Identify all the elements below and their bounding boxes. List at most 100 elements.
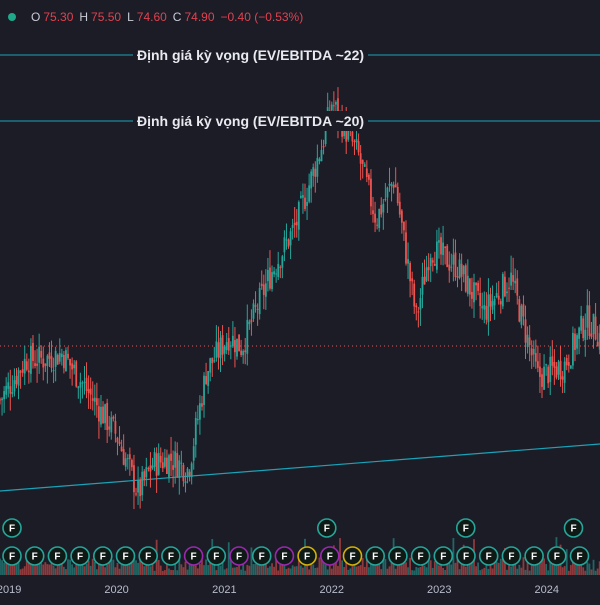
candle-body xyxy=(34,363,36,367)
candle-body xyxy=(7,382,10,389)
candle-body xyxy=(201,403,203,407)
volume-bar xyxy=(516,568,519,575)
candle-body xyxy=(65,350,67,372)
event-marker-bottom-20-text: F xyxy=(463,552,469,563)
candle-body xyxy=(598,333,600,350)
volume-bar xyxy=(229,559,232,575)
event-marker-bottom-0[interactable] xyxy=(2,546,22,566)
event-marker-bottom-22[interactable] xyxy=(501,546,522,566)
event-marker-bottom-23[interactable] xyxy=(524,546,544,566)
event-marker-bottom-19[interactable] xyxy=(433,546,454,566)
candle-body xyxy=(81,382,84,384)
volume-bar xyxy=(120,564,123,575)
volume-bar xyxy=(357,566,360,575)
level-label-ev-ebitda-20[interactable]: Định giá kỳ vọng (EV/EBITDA ~20) xyxy=(133,111,369,131)
volume-bar xyxy=(553,563,556,575)
event-marker-bottom-6[interactable] xyxy=(138,546,158,566)
candle-body xyxy=(489,294,492,307)
event-marker-bottom-4[interactable] xyxy=(93,546,113,566)
event-marker-bottom-10[interactable] xyxy=(229,546,249,566)
candle-body xyxy=(163,457,166,467)
event-marker-bottom-21[interactable] xyxy=(478,546,499,566)
volume-bar xyxy=(415,566,418,575)
event-marker-top-2[interactable] xyxy=(563,518,584,538)
volume-bar xyxy=(506,569,508,575)
candle-body xyxy=(168,455,170,478)
candle-body xyxy=(40,350,43,358)
event-marker-bottom-2-text: F xyxy=(54,552,60,563)
event-marker-top-0[interactable] xyxy=(316,518,337,538)
candle-body xyxy=(174,451,177,468)
volume-bar xyxy=(396,557,399,575)
volume-bar xyxy=(487,568,490,575)
event-marker-bottom-15[interactable] xyxy=(342,546,363,566)
volume-bar xyxy=(145,565,148,575)
volume-bar xyxy=(528,570,531,575)
candle-body xyxy=(534,353,537,362)
candle-body xyxy=(493,298,496,306)
trendline[interactable] xyxy=(0,443,600,492)
volume-bar xyxy=(190,561,193,575)
volume-bar xyxy=(50,557,53,575)
candle-body xyxy=(456,276,459,278)
event-marker-bottom-20[interactable] xyxy=(456,546,476,566)
event-marker-bottom-2[interactable] xyxy=(47,546,68,566)
event-marker-bottom-25[interactable] xyxy=(569,546,590,566)
volume-bar xyxy=(326,569,329,575)
volume-bar xyxy=(365,557,368,575)
event-marker-bottom-12[interactable] xyxy=(274,546,295,566)
candle-body xyxy=(574,333,576,351)
event-marker-bottom-3[interactable] xyxy=(70,546,90,566)
volume-bar xyxy=(267,567,269,575)
volume-bar xyxy=(244,570,247,575)
candle-body xyxy=(388,183,391,186)
event-marker-bottom-16[interactable] xyxy=(365,546,386,566)
candle-body xyxy=(553,361,556,368)
level-label-ev-ebitda-22[interactable]: Định giá kỳ vọng (EV/EBITDA ~22) xyxy=(133,45,369,65)
event-marker-bottom-24[interactable] xyxy=(546,546,567,566)
candle-body xyxy=(186,468,189,478)
volume-bar xyxy=(139,559,142,575)
candle-body xyxy=(184,481,187,484)
event-marker-bottom-8[interactable] xyxy=(183,546,204,566)
event-marker-bottom-18[interactable] xyxy=(410,546,431,566)
volume-bar xyxy=(532,565,535,575)
event-marker-bottom-5[interactable] xyxy=(115,546,136,566)
volume-bar xyxy=(442,568,444,575)
volume-bar xyxy=(374,562,376,575)
event-marker-bottom-1-text: F xyxy=(32,552,38,563)
volume-bar xyxy=(106,564,109,575)
event-marker-bottom-14[interactable] xyxy=(319,546,340,566)
volume-bar xyxy=(199,563,201,575)
volume-bar xyxy=(580,557,583,575)
volume-bar xyxy=(54,568,57,575)
event-marker-bottom-9[interactable] xyxy=(206,546,227,566)
volume-bar xyxy=(316,567,319,575)
volume-bar xyxy=(126,562,129,575)
candle-body xyxy=(93,397,96,402)
candle-body xyxy=(466,275,469,294)
volume-bar xyxy=(563,566,566,575)
candle-body xyxy=(351,131,354,142)
event-marker-bottom-17[interactable] xyxy=(388,546,408,566)
volume-bar xyxy=(306,561,308,575)
volume-bar xyxy=(382,557,385,575)
volume-bar xyxy=(157,559,160,575)
event-marker-bottom-1[interactable] xyxy=(24,546,45,566)
event-marker-bottom-7[interactable] xyxy=(161,546,181,566)
candle-body xyxy=(423,276,426,285)
volume-bar xyxy=(493,561,496,575)
event-marker-bottom-13[interactable] xyxy=(297,546,317,566)
candle-body xyxy=(155,453,158,476)
candle-body xyxy=(79,382,82,388)
volume-bar xyxy=(349,568,352,575)
volume-bar xyxy=(234,567,236,575)
event-marker-top-left[interactable] xyxy=(2,518,22,538)
volume-bar xyxy=(310,563,313,575)
event-marker-top-1[interactable] xyxy=(455,518,476,538)
event-marker-bottom-17-text: F xyxy=(395,552,401,563)
candle-body xyxy=(91,398,94,401)
event-marker-bottom-11[interactable] xyxy=(251,546,272,566)
